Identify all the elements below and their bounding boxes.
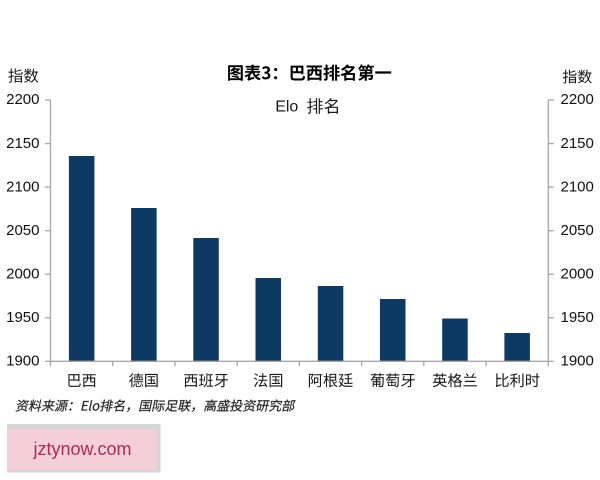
svg-text:2050: 2050 bbox=[6, 222, 39, 239]
svg-text:jztynow.com: jztynow.com bbox=[32, 439, 131, 459]
svg-text:2050: 2050 bbox=[561, 222, 594, 239]
svg-text:1950: 1950 bbox=[6, 309, 39, 326]
svg-text:2000: 2000 bbox=[6, 265, 39, 282]
svg-text:2200: 2200 bbox=[6, 91, 39, 108]
svg-text:2100: 2100 bbox=[561, 178, 594, 195]
svg-text:2200: 2200 bbox=[561, 91, 594, 108]
svg-text:Elo: Elo bbox=[275, 99, 298, 116]
svg-text:2100: 2100 bbox=[6, 178, 39, 195]
svg-text:2150: 2150 bbox=[6, 135, 39, 152]
svg-text:1900: 1900 bbox=[6, 353, 39, 370]
svg-text:1900: 1900 bbox=[561, 353, 594, 370]
svg-text:2150: 2150 bbox=[561, 135, 594, 152]
svg-text:2000: 2000 bbox=[561, 265, 594, 282]
svg-text:1950: 1950 bbox=[561, 309, 594, 326]
